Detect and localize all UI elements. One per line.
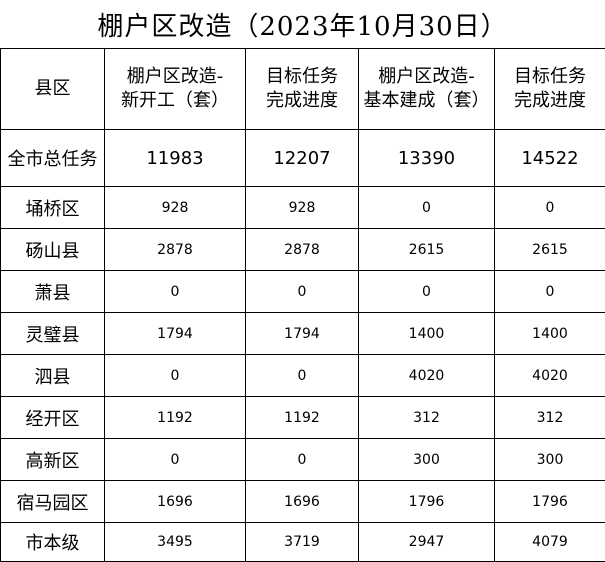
header-target-progress-2[interactable]: 目标任务 完成进度 bbox=[495, 49, 605, 130]
cell-new-start[interactable]: 1696 bbox=[105, 481, 246, 523]
cell-new-start[interactable]: 1794 bbox=[105, 313, 246, 355]
header-new-start[interactable]: 棚户区改造- 新开工（套） bbox=[105, 49, 246, 130]
table-row: 宿马园区 1696 1696 1796 1796 bbox=[1, 481, 605, 523]
cell-target-2[interactable]: 2615 bbox=[495, 229, 605, 271]
cell-new-start[interactable]: 0 bbox=[105, 355, 246, 397]
header-label-line2: 基本建成（套） bbox=[359, 89, 494, 113]
cell-new-start[interactable]: 1192 bbox=[105, 397, 246, 439]
header-label-line2: 新开工（套） bbox=[105, 89, 245, 113]
cell-target-1[interactable]: 2878 bbox=[246, 229, 359, 271]
cell-new-start[interactable]: 2878 bbox=[105, 229, 246, 271]
cell-basic-completion[interactable]: 2615 bbox=[359, 229, 495, 271]
cell-new-start[interactable]: 11983 bbox=[105, 130, 246, 187]
cell-county[interactable]: 经开区 bbox=[1, 397, 105, 439]
table-row-total: 全市总任务 11983 12207 13390 14522 bbox=[1, 130, 605, 187]
cell-basic-completion[interactable]: 300 bbox=[359, 439, 495, 481]
header-label: 县区 bbox=[1, 77, 104, 101]
cell-county[interactable]: 高新区 bbox=[1, 439, 105, 481]
cell-new-start[interactable]: 0 bbox=[105, 271, 246, 313]
cell-target-1[interactable]: 0 bbox=[246, 271, 359, 313]
cell-target-2[interactable]: 300 bbox=[495, 439, 605, 481]
cell-target-1[interactable]: 1794 bbox=[246, 313, 359, 355]
cell-county[interactable]: 灵璧县 bbox=[1, 313, 105, 355]
table-row: 灵璧县 1794 1794 1400 1400 bbox=[1, 313, 605, 355]
cell-target-1[interactable]: 0 bbox=[246, 439, 359, 481]
table-row: 经开区 1192 1192 312 312 bbox=[1, 397, 605, 439]
cell-county[interactable]: 泗县 bbox=[1, 355, 105, 397]
header-county[interactable]: 县区 bbox=[1, 49, 105, 130]
header-target-progress-1[interactable]: 目标任务 完成进度 bbox=[246, 49, 359, 130]
cell-basic-completion[interactable]: 1796 bbox=[359, 481, 495, 523]
cell-new-start[interactable]: 928 bbox=[105, 187, 246, 229]
header-basic-completion[interactable]: 棚户区改造- 基本建成（套） bbox=[359, 49, 495, 130]
header-label-line1: 目标任务 bbox=[246, 65, 358, 89]
table-row: 泗县 0 0 4020 4020 bbox=[1, 355, 605, 397]
cell-basic-completion[interactable]: 0 bbox=[359, 187, 495, 229]
cell-target-2[interactable]: 0 bbox=[495, 271, 605, 313]
table-row: 埇桥区 928 928 0 0 bbox=[1, 187, 605, 229]
table-row: 萧县 0 0 0 0 bbox=[1, 271, 605, 313]
data-table: 县区 棚户区改造- 新开工（套） 目标任务 完成进度 棚户区改造- 基本建成（套… bbox=[0, 48, 605, 562]
cell-target-1[interactable]: 0 bbox=[246, 355, 359, 397]
header-label-line1: 棚户区改造- bbox=[105, 65, 245, 89]
cell-basic-completion[interactable]: 1400 bbox=[359, 313, 495, 355]
cell-basic-completion[interactable]: 312 bbox=[359, 397, 495, 439]
cell-target-2[interactable]: 1796 bbox=[495, 481, 605, 523]
cell-county[interactable]: 萧县 bbox=[1, 271, 105, 313]
cell-target-2[interactable]: 1400 bbox=[495, 313, 605, 355]
header-label-line1: 目标任务 bbox=[495, 65, 605, 89]
cell-target-2[interactable]: 4020 bbox=[495, 355, 605, 397]
table-title: 棚户区改造（2023年10月30日） bbox=[0, 0, 605, 48]
cell-target-1[interactable]: 928 bbox=[246, 187, 359, 229]
table-row: 砀山县 2878 2878 2615 2615 bbox=[1, 229, 605, 271]
cell-county[interactable]: 宿马园区 bbox=[1, 481, 105, 523]
table-row: 高新区 0 0 300 300 bbox=[1, 439, 605, 481]
header-row: 县区 棚户区改造- 新开工（套） 目标任务 完成进度 棚户区改造- 基本建成（套… bbox=[1, 49, 605, 130]
cell-basic-completion[interactable]: 4020 bbox=[359, 355, 495, 397]
header-label-line2: 完成进度 bbox=[495, 89, 605, 113]
cell-target-1[interactable]: 12207 bbox=[246, 130, 359, 187]
cell-target-2[interactable]: 14522 bbox=[495, 130, 605, 187]
cell-target-1[interactable]: 1696 bbox=[246, 481, 359, 523]
header-label-line1: 棚户区改造- bbox=[359, 65, 494, 89]
cell-target-2[interactable]: 312 bbox=[495, 397, 605, 439]
cell-county[interactable]: 埇桥区 bbox=[1, 187, 105, 229]
cell-new-start[interactable]: 0 bbox=[105, 439, 246, 481]
cell-basic-completion[interactable]: 13390 bbox=[359, 130, 495, 187]
cell-basic-completion[interactable]: 0 bbox=[359, 271, 495, 313]
cell-county[interactable]: 全市总任务 bbox=[1, 130, 105, 187]
cell-target-1[interactable]: 1192 bbox=[246, 397, 359, 439]
cell-target-2[interactable]: 0 bbox=[495, 187, 605, 229]
cell-county[interactable]: 砀山县 bbox=[1, 229, 105, 271]
header-label-line2: 完成进度 bbox=[246, 89, 358, 113]
